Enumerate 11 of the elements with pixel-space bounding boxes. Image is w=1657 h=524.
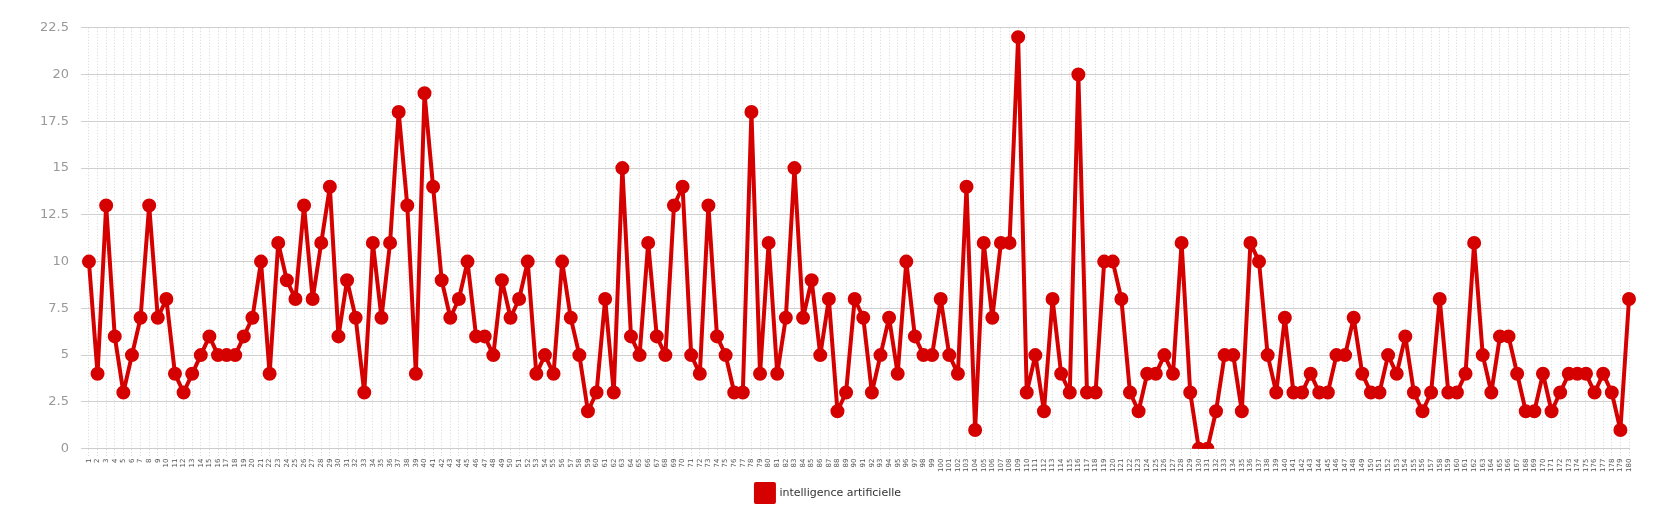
y-tick-label: 15 (52, 159, 69, 175)
y-tick-label: 5 (60, 346, 69, 362)
y-tick-label: 20 (52, 65, 69, 81)
legend-label: intelligence artificielle (779, 485, 902, 499)
y-tick-label: 7.5 (48, 299, 69, 315)
y-tick-label: 12.5 (39, 206, 69, 222)
y-tick-label: 2.5 (48, 393, 69, 409)
y-tick-label: 0 (60, 440, 69, 456)
y-tick-label: 22.5 (39, 19, 69, 35)
y-tick-label: 10 (52, 252, 69, 268)
y-tick-label: 17.5 (39, 112, 69, 128)
